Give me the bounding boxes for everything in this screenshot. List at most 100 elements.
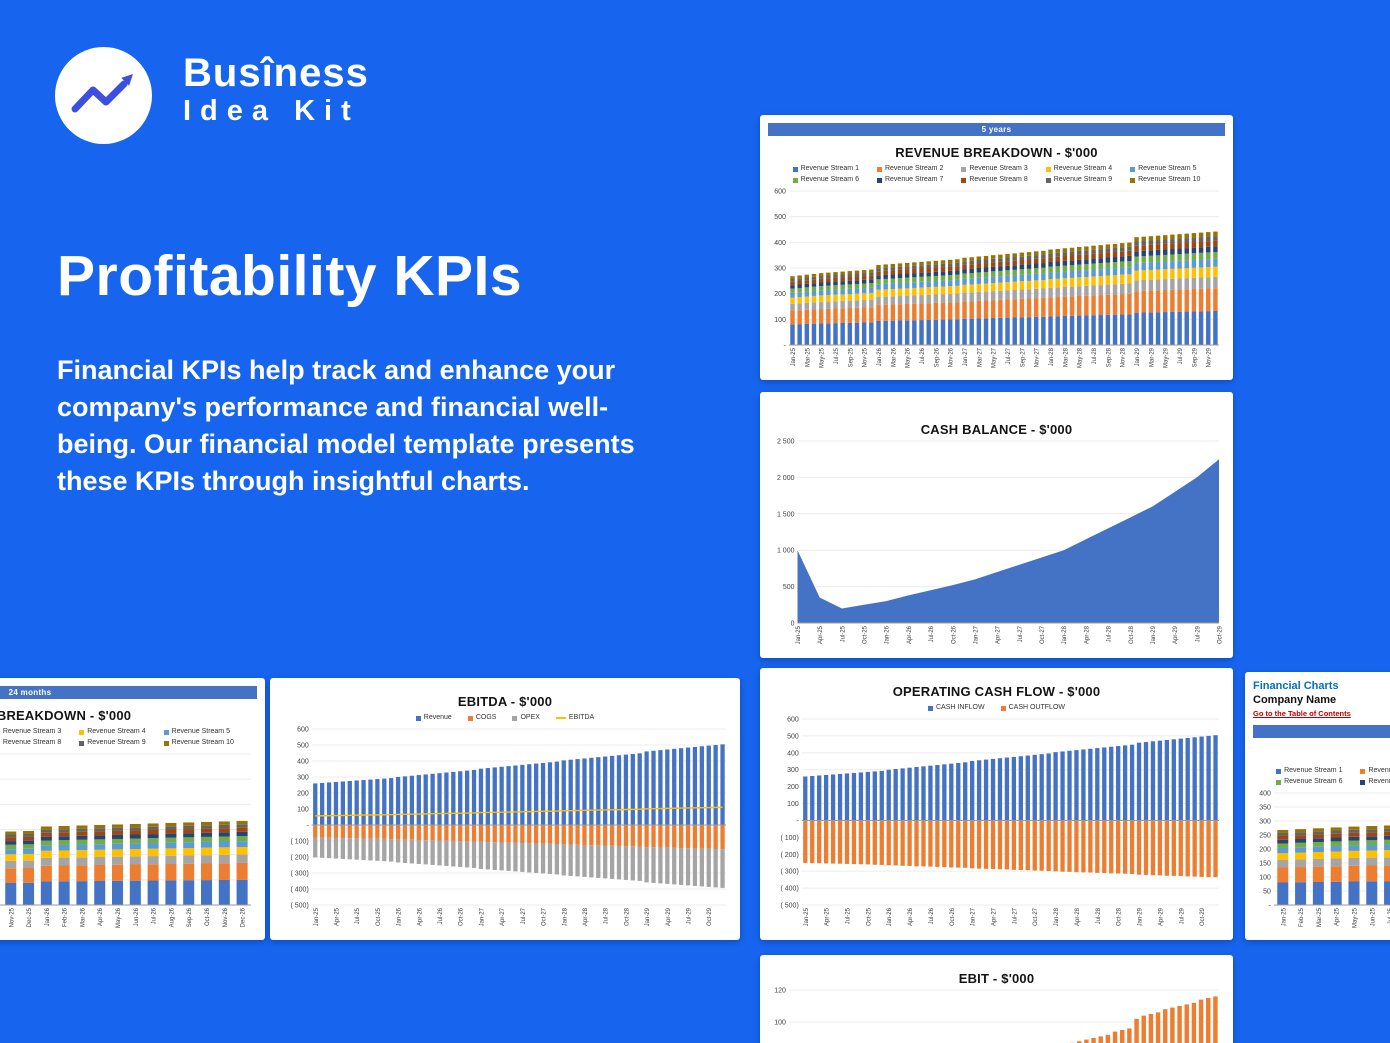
svg-text:Jan-26: Jan-26 — [885, 625, 891, 644]
svg-text:Sep-25: Sep-25 — [848, 347, 854, 367]
svg-text:Jan-29: Jan-29 — [645, 907, 651, 926]
legend-label: Revenue Stream 2 — [1368, 767, 1390, 774]
svg-text:600: 600 — [297, 727, 309, 734]
svg-text:200: 200 — [1259, 847, 1271, 854]
legend-swatch — [961, 177, 967, 183]
legend-label: Revenue Stream 10 — [171, 739, 234, 746]
svg-text:Jul-29: Jul-29 — [1178, 347, 1184, 364]
svg-text:500: 500 — [787, 733, 799, 740]
svg-text:( 200): ( 200) — [291, 855, 309, 862]
svg-text:Jul-26: Jul-26 — [929, 625, 935, 642]
svg-text:100: 100 — [774, 317, 786, 324]
svg-text:Nov-26: Nov-26 — [223, 907, 229, 927]
svg-text:200: 200 — [297, 791, 309, 798]
svg-text:100: 100 — [1259, 875, 1271, 882]
legend-swatch — [415, 715, 421, 721]
table-of-contents-link[interactable]: Go to the Table of Contents — [1253, 709, 1351, 718]
legend-item: CASH INFLOW — [927, 704, 985, 712]
svg-text:Oct-26: Oct-26 — [459, 907, 465, 926]
svg-text:Jul-28: Jul-28 — [604, 907, 610, 924]
chart-legend: Revenue Stream 1 Revenue Stream 2 Revenue … — [1253, 767, 1390, 786]
svg-text:150: 150 — [1259, 861, 1271, 868]
brand-name: Busîness Idea Kit — [183, 52, 369, 128]
svg-text:Oct-28: Oct-28 — [624, 907, 630, 926]
legend-swatch — [1045, 166, 1051, 172]
legend-swatch — [163, 729, 169, 735]
svg-text:Oct-26: Oct-26 — [205, 907, 211, 926]
brand-logo — [55, 47, 152, 144]
svg-text:May-27: May-27 — [992, 347, 998, 368]
svg-text:Apr-26: Apr-26 — [98, 907, 104, 926]
legend-label: CASH INFLOW — [935, 704, 985, 711]
svg-text:Oct-29: Oct-29 — [1218, 625, 1224, 644]
svg-text:May-26: May-26 — [116, 907, 122, 928]
svg-text:120: 120 — [774, 988, 786, 995]
period-label: 24 months — [8, 688, 52, 697]
legend-swatch — [1360, 768, 1366, 774]
legend-label: Revenue — [423, 714, 452, 721]
svg-text:400: 400 — [1259, 791, 1271, 798]
svg-text:Jan-27: Jan-27 — [973, 625, 979, 644]
legend-label: Revenue Stream 9 — [87, 739, 146, 746]
svg-text:Nov-29: Nov-29 — [1207, 347, 1213, 367]
legend-item: Revenue Stream 6 — [792, 176, 859, 184]
legend-label: Revenue Stream 4 — [87, 728, 146, 735]
svg-text:Jan-26: Jan-26 — [877, 347, 883, 366]
svg-text:-: - — [306, 823, 309, 830]
legend-item: Revenue Stream 9 — [79, 739, 146, 747]
legend-label: Revenue Stream 8 — [969, 176, 1028, 183]
svg-text:Jan-28: Jan-28 — [562, 907, 568, 926]
chart-title: CASH BALANCE - $'000 — [920, 422, 1073, 437]
svg-text:Mar-26: Mar-26 — [891, 347, 897, 367]
trend-arrow-icon — [71, 74, 133, 113]
legend-label: CASH OUTFLOW — [1008, 704, 1065, 711]
operating-cash-flow-card: OPERATING CASH FLOW - $'000 CASH INFLOW C… — [760, 668, 1233, 940]
svg-text:1 500: 1 500 — [777, 511, 795, 518]
svg-text:Jul-29: Jul-29 — [687, 907, 693, 924]
svg-text:Jan-27: Jan-27 — [963, 347, 969, 366]
svg-text:1 000: 1 000 — [777, 548, 795, 555]
svg-text:Feb-26: Feb-26 — [63, 907, 69, 927]
period-label: 5 years — [981, 125, 1012, 134]
svg-text:2 000: 2 000 — [777, 475, 795, 482]
legend-swatch — [876, 166, 882, 172]
svg-text:Feb-25: Feb-25 — [1299, 907, 1305, 927]
svg-text:May-28: May-28 — [1078, 347, 1084, 368]
svg-text:500: 500 — [783, 584, 795, 591]
svg-text:Apr-27: Apr-27 — [992, 907, 998, 926]
period-header — [1253, 725, 1390, 738]
svg-text:Apr-25: Apr-25 — [825, 907, 831, 926]
financial-charts-card: Financial Charts Company Name Go to the … — [1245, 672, 1390, 940]
revenue-breakdown-5y-chart: 600 500 400 300 200 100 - Jan-25 Mar-25 May-25 Jul… — [768, 187, 1225, 372]
svg-text:300: 300 — [297, 775, 309, 782]
legend-item: Revenue Stream 1 — [1276, 767, 1342, 775]
svg-text:Jul-26: Jul-26 — [929, 907, 935, 924]
svg-text:2 500: 2 500 — [777, 439, 795, 446]
legend-item: Revenue Stream 2 — [1360, 767, 1390, 775]
svg-text:Jul-29: Jul-29 — [1195, 625, 1201, 642]
financial-charts-heading: Financial Charts — [1253, 680, 1339, 692]
legend-item: Revenue Stream 2 — [876, 165, 943, 173]
legend-swatch — [792, 166, 798, 172]
revenue-breakdown-24m-chart: 600500400300200100-Jan-25Feb-25Mar-25Apr… — [0, 750, 257, 932]
svg-text:Nov-28: Nov-28 — [1121, 347, 1127, 367]
svg-text:Oct-26: Oct-26 — [951, 625, 957, 644]
svg-text:Jan-29: Jan-29 — [1135, 347, 1141, 366]
svg-text:Jan-26: Jan-26 — [887, 907, 893, 926]
legend-item: Revenue Stream 3 — [961, 165, 1028, 173]
company-name: Company Name — [1253, 694, 1337, 706]
svg-text:400: 400 — [787, 750, 799, 757]
legend-swatch — [1276, 779, 1282, 785]
svg-text:Apr-27: Apr-27 — [996, 625, 1002, 644]
legend-item: Revenue Stream 10 — [1130, 176, 1200, 184]
legend-item: Revenue Stream 10 — [163, 739, 234, 747]
legend-swatch — [876, 177, 882, 183]
chart-legend: Revenue COGS OPEX EBITDA — [278, 714, 732, 722]
svg-text:400: 400 — [774, 240, 786, 247]
svg-text:200: 200 — [774, 291, 786, 298]
svg-text:100: 100 — [787, 801, 799, 808]
revenue-breakdown-5y-card: 5 years REVENUE BREAKDOWN - $'000 Revenu… — [760, 115, 1233, 380]
svg-text:Jan-25: Jan-25 — [314, 907, 320, 926]
legend-swatch — [1276, 768, 1282, 774]
